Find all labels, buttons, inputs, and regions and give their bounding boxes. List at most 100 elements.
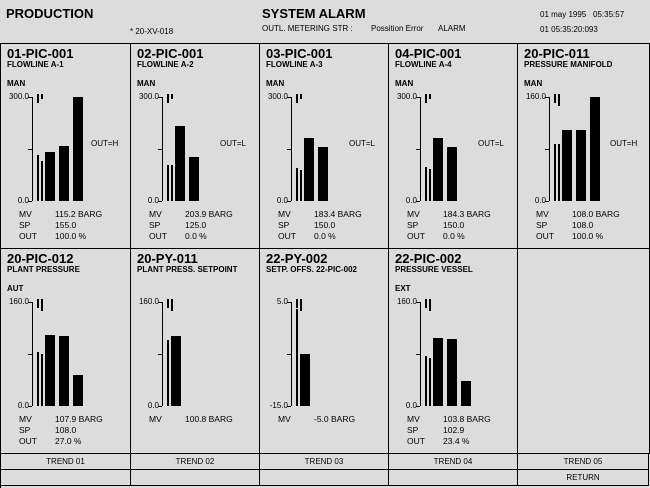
output-state: OUT=L <box>220 139 247 148</box>
faceplate-panel[interactable]: 01-PIC-001 FLOWLINE A-1 MAN 300.0 0.0 OUT=H MV… <box>1 44 131 249</box>
level-bar <box>167 165 169 201</box>
return-button[interactable]: RETURN <box>518 470 649 486</box>
indicator-mark <box>429 94 431 99</box>
sp-label: SP <box>407 220 419 230</box>
faceplate-values: MV 183.4 BARG SP 150.0 OUT 0.0 % <box>278 209 362 242</box>
y-axis-tick <box>158 354 162 355</box>
y-axis-max: 300.0 <box>138 92 159 101</box>
alarm-timestamp: 01 05:35:20:093 <box>540 25 598 34</box>
faceplate-panel[interactable]: 22-PY-002 SETP. OFFS. 22-PIC-002 5.0 -15.0 M… <box>260 249 389 454</box>
faceplate-description: FLOWLINE A-1 <box>7 60 64 69</box>
level-bar <box>171 165 173 201</box>
trend-04-button[interactable]: TREND 04 <box>389 454 518 470</box>
sp-label: SP <box>407 425 419 435</box>
faceplate-tag: 04-PIC-001 <box>395 46 462 61</box>
faceplate-panel[interactable]: 20-PIC-012 PLANT PRESSURE AUT 160.0 0.0 MV 107… <box>1 249 131 454</box>
faceplate-tag: 01-PIC-001 <box>7 46 74 61</box>
faceplate-panel[interactable]: 02-PIC-001 FLOWLINE A-2 MAN 300.0 0.0 OUT=L MV… <box>131 44 260 249</box>
value-row: MV 183.4 BARG <box>278 209 362 220</box>
y-axis <box>291 302 292 406</box>
value-row: OUT 23.4 % <box>407 436 491 447</box>
y-axis-tick <box>416 302 420 303</box>
trend-02-button[interactable]: TREND 02 <box>131 454 260 470</box>
app-title: PRODUCTION <box>6 6 94 21</box>
footer-empty-3 <box>260 470 389 486</box>
indicator-mark <box>171 94 173 99</box>
y-axis-max: 160.0 <box>8 297 29 306</box>
mv-label: MV <box>407 209 420 219</box>
level-bar <box>73 375 83 406</box>
alarm-type: Possition Error <box>371 24 424 33</box>
level-bar <box>304 138 314 201</box>
faceplate-description: FLOWLINE A-4 <box>395 60 452 69</box>
faceplate-description: PLANT PRESS. SETPOINT <box>137 265 238 274</box>
value-row: MV 203.9 BARG <box>149 209 233 220</box>
level-bar <box>429 169 431 201</box>
mv-value: 184.3 BARG <box>443 209 491 219</box>
indicator-mark <box>37 94 39 103</box>
y-axis-tick <box>28 201 32 202</box>
y-axis-min: 0.0 <box>17 196 29 205</box>
trend-03-button[interactable]: TREND 03 <box>260 454 389 470</box>
level-bar <box>45 152 55 201</box>
y-axis-tick <box>28 406 32 407</box>
value-row: MV 115.2 BARG <box>19 209 102 220</box>
indicator-mark <box>554 94 556 103</box>
sp-value: 108.0 <box>572 220 594 230</box>
trend-05-button[interactable]: TREND 05 <box>518 454 649 470</box>
indicator-mark <box>41 299 43 311</box>
grid-left-border <box>0 43 1 488</box>
y-axis-tick <box>545 201 549 202</box>
faceplate-panel[interactable]: 20-PY-011 PLANT PRESS. SETPOINT 160.0 0.0 MV… <box>131 249 260 454</box>
sp-label: SP <box>19 220 31 230</box>
faceplate-values: MV 184.3 BARG SP 150.0 OUT 0.0 % <box>407 209 491 242</box>
y-axis-max: 160.0 <box>525 92 546 101</box>
value-row: MV 103.8 BARG <box>407 414 491 425</box>
y-axis <box>420 97 421 201</box>
faceplate-tag: 02-PIC-001 <box>137 46 204 61</box>
level-bar <box>447 339 457 406</box>
faceplate-panel[interactable]: 03-PIC-001 FLOWLINE A-3 MAN 300.0 0.0 OUT=L MV… <box>260 44 389 249</box>
level-bar <box>175 126 185 201</box>
sp-label: SP <box>149 220 161 230</box>
faceplate-tag: 03-PIC-001 <box>266 46 333 61</box>
mv-label: MV <box>149 209 162 219</box>
y-axis <box>162 302 163 406</box>
indicator-mark <box>41 94 43 99</box>
y-axis <box>32 97 33 201</box>
mv-value: 183.4 BARG <box>314 209 362 219</box>
alarm-source: OUTL. METERING STR : <box>262 24 353 33</box>
level-bar <box>300 170 302 201</box>
indicator-mark <box>167 94 169 103</box>
y-axis-tick <box>287 302 291 303</box>
faceplate-panel[interactable]: 20-PIC-011 PRESSURE MANIFOLD MAN 160.0 0.0 OU… <box>518 44 650 249</box>
y-axis-min: 0.0 <box>405 401 417 410</box>
faceplate-tag: 20-PY-011 <box>137 251 198 266</box>
faceplate-panel[interactable]: 22-PIC-002 PRESSURE VESSEL EXT 160.0 0.0 MV 10… <box>389 249 518 454</box>
empty-panel <box>518 249 650 454</box>
level-bar <box>433 138 443 201</box>
value-row: MV 108.0 BARG <box>536 209 620 220</box>
y-axis-tick <box>158 201 162 202</box>
y-axis-tick <box>158 149 162 150</box>
level-bar <box>425 167 427 201</box>
level-bar <box>59 336 69 406</box>
mv-label: MV <box>278 414 291 424</box>
trend-01-button[interactable]: TREND 01 <box>1 454 131 470</box>
level-bar <box>167 340 169 406</box>
indicator-mark <box>429 299 431 311</box>
y-axis-max: 160.0 <box>138 297 159 306</box>
faceplate-panel[interactable]: 04-PIC-001 FLOWLINE A-4 MAN 300.0 0.0 OUT=L MV… <box>389 44 518 249</box>
control-mode: MAN <box>524 79 543 88</box>
mv-value: 103.8 BARG <box>443 414 491 424</box>
control-mode: MAN <box>137 79 156 88</box>
mv-label: MV <box>19 209 32 219</box>
footer-empty-2 <box>131 470 260 486</box>
level-bar <box>296 168 298 201</box>
level-bar <box>37 155 39 201</box>
value-row: SP 155.0 <box>19 220 102 231</box>
value-row: SP 102.9 <box>407 425 491 436</box>
y-axis-tick <box>287 354 291 355</box>
y-axis-tick <box>28 302 32 303</box>
y-axis-min: 0.0 <box>534 196 546 205</box>
